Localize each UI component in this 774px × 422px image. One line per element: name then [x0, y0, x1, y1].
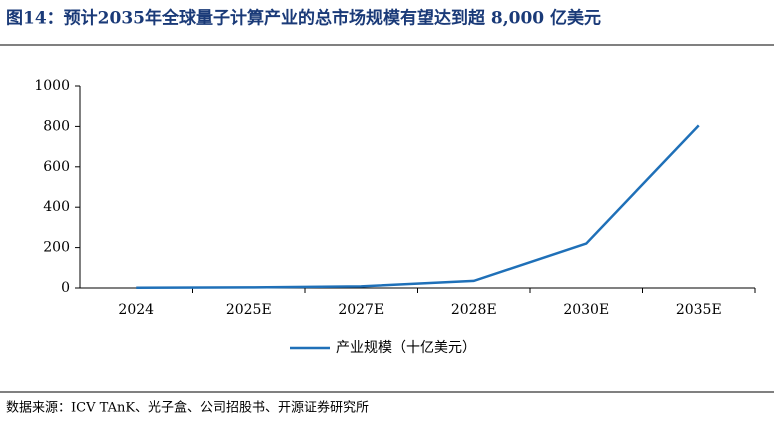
source-note: 数据来源：ICV TAnK、光子盒、公司招股书、开源证券研究所: [6, 400, 369, 416]
legend-label: 产业规模（十亿美元）: [336, 340, 476, 356]
x-tick-label: 2025E: [226, 302, 272, 318]
x-tick-label: 2035E: [676, 302, 722, 318]
y-tick-label: 1000: [34, 78, 70, 94]
y-tick-label: 800: [43, 118, 70, 134]
chart-title: 图14：预计2035年全球量子计算产业的总市场规模有望达到超 8,000 亿美元: [6, 8, 601, 29]
y-tick-label: 600: [43, 159, 70, 175]
data-line: [136, 124, 700, 289]
x-tick-label: 2027E: [338, 302, 384, 318]
x-tick-label: 2024: [118, 302, 154, 318]
y-tick-label: 200: [43, 240, 70, 256]
x-tick-label: 2028E: [451, 302, 497, 318]
y-tick-label: 400: [43, 199, 70, 215]
y-tick-label: 0: [61, 280, 70, 296]
x-tick-label: 2030E: [563, 302, 609, 318]
